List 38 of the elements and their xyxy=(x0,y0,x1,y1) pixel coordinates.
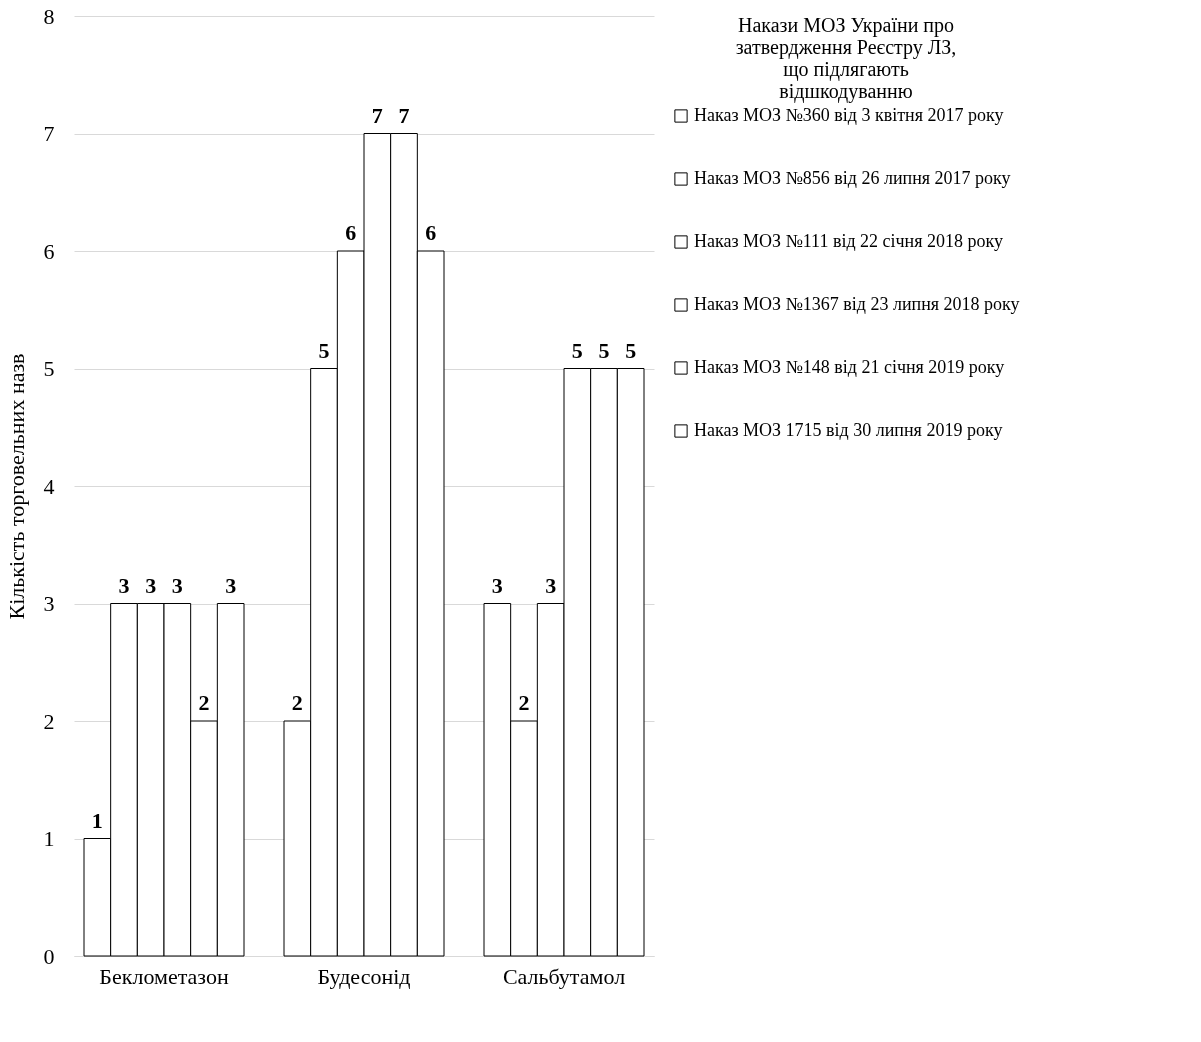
data-label: 5 xyxy=(571,337,583,363)
legend-title: Накази МОЗ України про затвердження Реєстру ЛЗ, що підлягають відшкодуванню xyxy=(735,14,957,103)
data-label: 3 xyxy=(225,572,237,598)
data-label: 3 xyxy=(171,572,183,598)
data-label: 2 xyxy=(518,690,530,715)
legend-label: Наказ МОЗ №856 від 26 липня 2017 року xyxy=(694,168,1011,188)
data-label: 5 xyxy=(598,337,610,363)
y-tick-label: 4 xyxy=(43,473,55,499)
y-tick-label: 6 xyxy=(43,238,55,264)
data-label: 3 xyxy=(145,572,157,598)
data-label: 3 xyxy=(545,572,557,598)
y-tick-label: 1 xyxy=(43,826,55,851)
y-axis-title: Кількість торговельних назв xyxy=(3,353,29,620)
y-tick-label: 5 xyxy=(43,356,55,381)
data-label: 7 xyxy=(398,102,410,128)
x-tick-label: Беклометазон xyxy=(99,963,229,989)
data-label: 2 xyxy=(198,690,210,715)
data-label: 2 xyxy=(291,690,303,715)
data-label: 6 xyxy=(345,220,357,245)
y-tick-label: 2 xyxy=(43,708,55,734)
data-label: 3 xyxy=(118,572,130,598)
x-tick-label: Будесонід xyxy=(317,963,411,989)
legend-label: Наказ МОЗ №148 від 21 січня 2019 року xyxy=(694,357,1005,377)
data-label: 7 xyxy=(371,102,383,128)
data-label: 5 xyxy=(318,337,330,363)
legend-label: Наказ МОЗ №1367 від 23 липня 2018 року xyxy=(694,294,1020,314)
legend-label: Наказ МОЗ №360 від 3 квітня 2017 року xyxy=(694,105,1004,125)
y-tick-label: 8 xyxy=(43,3,55,29)
y-tick-label: 3 xyxy=(43,591,55,616)
y-tick-label: 7 xyxy=(43,121,55,146)
data-label: 5 xyxy=(625,337,637,363)
y-tick-label: 0 xyxy=(43,943,55,969)
legend-label: Наказ МОЗ №111 від 22 січня 2018 року xyxy=(694,231,1004,251)
data-label: 3 xyxy=(491,572,503,598)
x-tick-label: Сальбутамол xyxy=(502,963,626,989)
data-label: 1 xyxy=(91,807,103,833)
data-label: 6 xyxy=(425,220,437,245)
legend-label: Наказ МОЗ 1715 від 30 липня 2019 року xyxy=(694,420,1003,440)
